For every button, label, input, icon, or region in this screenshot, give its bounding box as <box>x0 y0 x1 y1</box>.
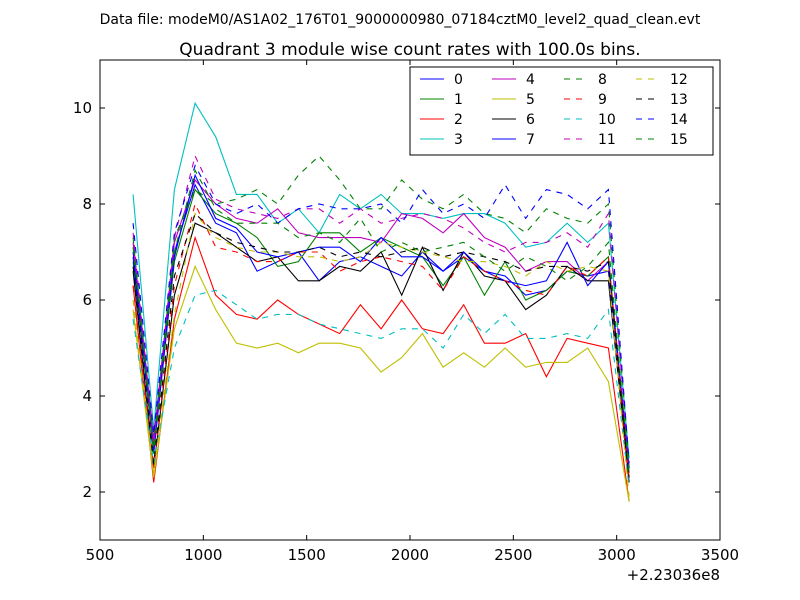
series-line-5 <box>132 264 630 502</box>
y-tick-label: 4 <box>82 387 92 405</box>
legend-label-11: 11 <box>598 132 616 148</box>
series-line-3 <box>132 101 630 459</box>
legend-label-0: 0 <box>454 72 463 88</box>
series-line-8 <box>132 155 630 464</box>
x-tick-label: 3500 <box>701 546 739 564</box>
y-tick-label: 6 <box>82 291 92 309</box>
x-tick-label: 2500 <box>494 546 532 564</box>
legend-label-10: 10 <box>598 112 616 128</box>
x-tick-label: 1500 <box>288 546 326 564</box>
suptitle: Data file: modeM0/AS1A02_176T01_90000009… <box>100 12 701 28</box>
legend-label-12: 12 <box>670 72 688 88</box>
legend-label-2: 2 <box>454 112 463 128</box>
legend-label-3: 3 <box>454 132 463 148</box>
x-tick-label: 500 <box>86 546 115 564</box>
series-line-15 <box>132 168 630 473</box>
series-line-1 <box>132 188 630 473</box>
y-tick-label: 8 <box>82 195 92 213</box>
legend-label-1: 1 <box>454 92 463 108</box>
x-tick-label: 2000 <box>391 546 429 564</box>
legend-label-14: 14 <box>670 112 688 128</box>
x-tick-label: 3000 <box>598 546 636 564</box>
legend-label-5: 5 <box>526 92 535 108</box>
legend-label-9: 9 <box>598 92 607 108</box>
series-line-0 <box>132 183 630 469</box>
legend-label-7: 7 <box>526 132 535 148</box>
series-line-14 <box>132 164 630 464</box>
legend-label-13: 13 <box>670 92 688 108</box>
legend-label-15: 15 <box>670 132 688 148</box>
x-tick-label: 1000 <box>184 546 222 564</box>
x-axis-offset-label: +2.23036e8 <box>627 566 720 584</box>
y-tick-label: 10 <box>73 99 92 117</box>
series-line-10 <box>132 289 630 488</box>
y-tick-label: 2 <box>82 483 92 501</box>
legend-box <box>409 66 714 156</box>
series-line-11 <box>132 154 630 469</box>
series-line-9 <box>132 202 630 483</box>
series-line-7 <box>132 173 630 469</box>
legend-label-6: 6 <box>526 112 535 128</box>
legend-label-8: 8 <box>598 72 607 88</box>
series-line-2 <box>132 235 630 502</box>
series-line-13 <box>132 212 630 478</box>
legend-label-4: 4 <box>526 72 535 88</box>
chart-title: Quadrant 3 module wise count rates with … <box>179 40 640 60</box>
series-line-12 <box>132 212 630 497</box>
